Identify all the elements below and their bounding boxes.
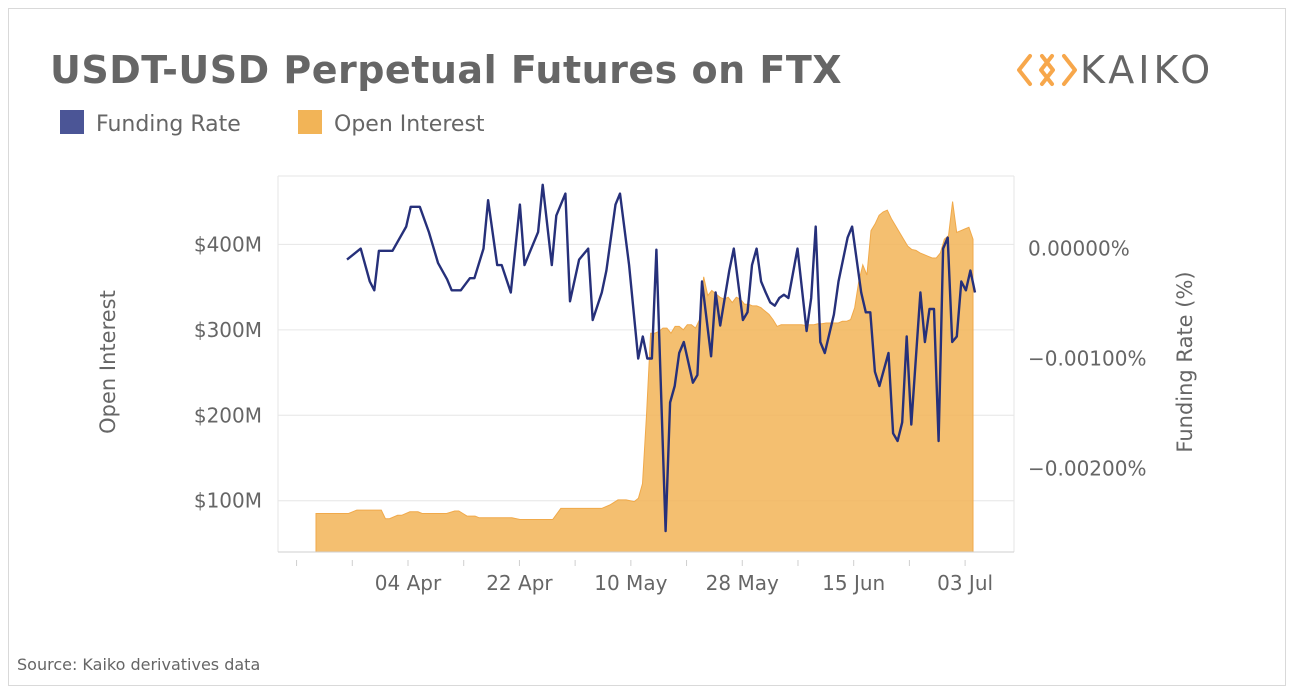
x-tick-label: 22 Apr bbox=[486, 571, 553, 595]
x-tick-label: 28 May bbox=[706, 571, 779, 595]
legend-swatch-open-interest bbox=[298, 110, 322, 134]
legend-label-funding-rate: Funding Rate bbox=[96, 112, 241, 137]
right-tick-label: 0.00000% bbox=[1028, 237, 1130, 261]
left-tick-label: $400M bbox=[194, 232, 262, 256]
x-tick-label: 03 Jul bbox=[937, 571, 993, 595]
open-interest-area-layer bbox=[315, 201, 974, 553]
left-tick-label: $300M bbox=[194, 318, 262, 342]
axes bbox=[277, 175, 1015, 566]
tick-labels: $100M $200M $300M $400M 0.00000% −0.00100% −0.… bbox=[194, 232, 1147, 595]
right-tick-label: −0.00100% bbox=[1028, 347, 1146, 371]
left-axis-title: Open Interest bbox=[96, 290, 120, 434]
left-tick-label: $100M bbox=[194, 489, 262, 513]
kaiko-logo-text: KAIKO bbox=[1080, 48, 1215, 92]
open-interest-area bbox=[315, 201, 974, 553]
legend-label-open-interest: Open Interest bbox=[334, 112, 485, 137]
legend-item-funding-rate[interactable]: Funding Rate bbox=[60, 110, 241, 137]
x-tick-label: 10 May bbox=[594, 571, 667, 595]
chart-title: USDT-USD Perpetual Futures on FTX bbox=[50, 48, 843, 92]
chart-card bbox=[8, 8, 1286, 686]
legend-swatch-funding-rate bbox=[60, 110, 84, 134]
legend-item-open-interest[interactable]: Open Interest bbox=[298, 110, 485, 137]
funding-rate-line bbox=[346, 183, 977, 533]
right-axis-title: Funding Rate (%) bbox=[1173, 271, 1197, 452]
x-tick-label: 15 Jun bbox=[822, 571, 885, 595]
source-note: Source: Kaiko derivatives data bbox=[17, 655, 261, 674]
kaiko-diamond-link-icon bbox=[1017, 54, 1077, 86]
right-tick-label: −0.00200% bbox=[1028, 456, 1146, 480]
left-tick-label: $200M bbox=[194, 403, 262, 427]
kaiko-logo: KAIKO bbox=[1016, 48, 1246, 92]
x-tick-label: 04 Apr bbox=[375, 571, 442, 595]
funding-rate-line-layer bbox=[346, 183, 977, 533]
